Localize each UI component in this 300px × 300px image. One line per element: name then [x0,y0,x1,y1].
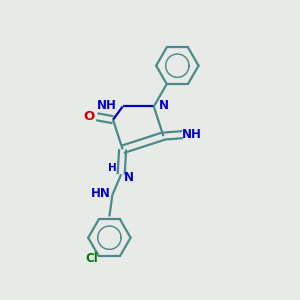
Text: N: N [124,171,134,184]
Text: HN: HN [91,187,110,200]
Text: NH: NH [97,98,116,112]
Text: O: O [83,110,94,123]
Text: NH: NH [182,128,202,141]
Text: H: H [108,164,117,173]
Text: N: N [159,98,169,112]
Text: Cl: Cl [85,253,98,266]
